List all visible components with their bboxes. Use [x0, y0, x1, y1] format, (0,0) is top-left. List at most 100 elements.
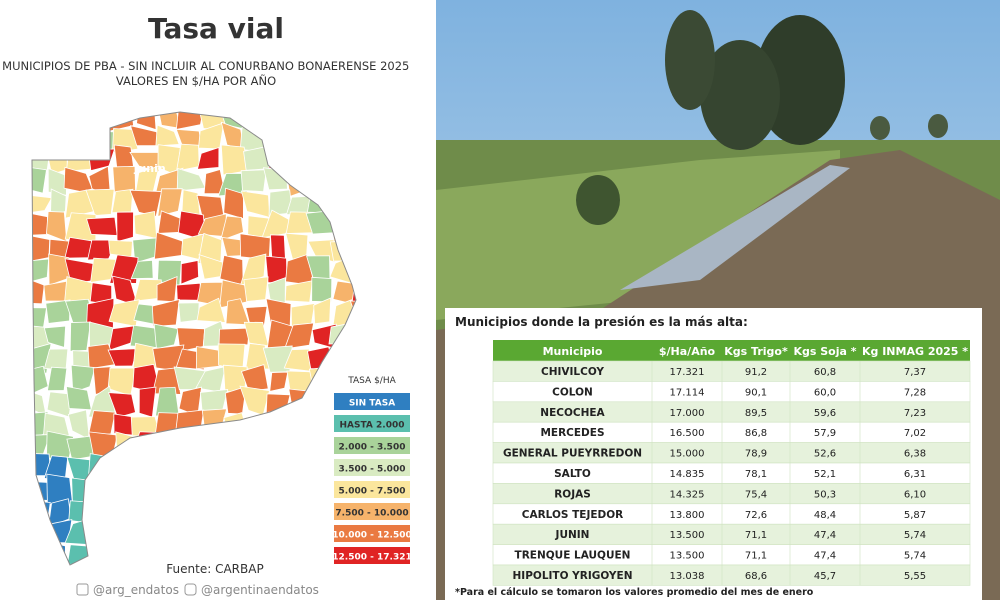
legend-label: 7.500 - 10.000: [335, 509, 408, 519]
table-cell: 45,7: [814, 571, 836, 582]
legend-swatch: [334, 415, 410, 432]
table-cell: 6,10: [904, 489, 926, 500]
table-cell: 7,23: [904, 408, 926, 419]
table-cell: TRENQUE LAUQUEN: [515, 550, 631, 562]
water: [620, 165, 850, 290]
map-title: Tasa vial: [148, 12, 284, 45]
municipality: [151, 298, 180, 327]
municipality: [351, 278, 356, 308]
legend-label: 10.000 - 12.500: [332, 531, 411, 541]
tree: [700, 40, 780, 150]
municipality: [107, 348, 138, 367]
footnote: *Para el cálculo se tomaron los valores …: [455, 587, 814, 598]
table-cell: 17.321: [670, 367, 705, 378]
table-cell: GENERAL PUEYRREDON: [503, 448, 642, 460]
municipality: [107, 392, 136, 419]
legend-label: 3.500 - 5.000: [339, 465, 406, 475]
municipality: [218, 327, 250, 347]
table-cell: 72,6: [745, 510, 767, 521]
municipality: [32, 166, 47, 194]
table-cell: HIPOLITO YRIGOYEN: [513, 570, 633, 582]
table-cell: 15.000: [670, 449, 705, 460]
table-cell: 7,37: [904, 367, 926, 378]
municipality: [155, 124, 180, 147]
map-subtitle: EN MUNICIPIOS DE PBA - SIN INCLUIR AL CO…: [0, 59, 409, 73]
municipality: [220, 215, 244, 242]
table-cell: 59,6: [814, 408, 836, 419]
table-header: Kgs Trigo*: [724, 345, 788, 358]
table-cell: MERCEDES: [540, 427, 604, 439]
municipality: [116, 211, 134, 243]
table-cell: 16.500: [670, 428, 705, 439]
map-subtitle: VALORES EN $/HA POR AÑO: [116, 73, 276, 88]
table-caption: Municipios donde la presión es la más al…: [455, 315, 748, 329]
municipality: [154, 386, 180, 417]
table-cell: 14.325: [670, 489, 705, 500]
table-cell: 14.835: [670, 469, 705, 480]
municipality: [175, 112, 205, 130]
municipality: [109, 254, 139, 284]
municipality: [111, 188, 134, 214]
municipality: [87, 410, 116, 437]
municipality: [153, 323, 179, 350]
municipality: [283, 322, 315, 350]
table-cell: 71,1: [745, 530, 767, 541]
legend: SIN TASA HASTA 2.000 2.000 - 3.500 3.500 - …: [332, 393, 412, 564]
municipality: [313, 297, 332, 325]
municipality: [86, 297, 115, 329]
municipality: [223, 187, 244, 220]
table-cell: 60,0: [814, 387, 836, 398]
legend-swatch: [334, 547, 410, 564]
municipality: [32, 325, 53, 352]
municipality: [180, 260, 200, 285]
table-cell: 71,1: [745, 551, 767, 562]
table-cell: ROJAS: [554, 488, 591, 500]
municipality: [129, 152, 163, 173]
table-header: $/Ha/Año: [659, 345, 716, 358]
municipality: [196, 297, 226, 323]
table-cell: 6,38: [904, 449, 926, 460]
legend-swatch: [334, 525, 410, 542]
legend-label: 12.500 - 17.321: [332, 553, 411, 563]
municipality: [50, 188, 67, 219]
table-cell: 13.500: [670, 530, 705, 541]
bush: [576, 175, 620, 225]
table-cell: 60,8: [814, 367, 836, 378]
municipality: [108, 239, 133, 258]
table-cell: 78,1: [745, 469, 767, 480]
legend-label: HASTA 2.000: [340, 421, 405, 431]
municipality: [47, 167, 67, 196]
credit: @argentinaendatos: [201, 583, 319, 597]
table-cell: 57,9: [814, 428, 836, 439]
table-cell: 7,28: [904, 387, 926, 398]
table-cell: COLON: [552, 386, 593, 398]
municipality: [45, 299, 71, 324]
table-cell: 13.800: [670, 510, 705, 521]
source: Fuente: CARBAP: [166, 562, 263, 576]
credit: @arg_endatos: [93, 583, 179, 597]
table-cell: 5,55: [904, 571, 926, 582]
tree: [665, 10, 715, 110]
legend-title: TASA $/HA: [347, 376, 396, 386]
municipality: [43, 325, 67, 348]
grass: [436, 150, 840, 320]
table-cell: 5,87: [904, 510, 926, 521]
table: Municipio $/Ha/Año Kgs Trigo* Kgs Soja * Kg …: [492, 340, 971, 586]
municipality: [196, 146, 220, 170]
municipality: [64, 236, 92, 259]
municipality: [265, 255, 288, 284]
table-header: Municipio: [543, 345, 603, 358]
municipality: [243, 276, 269, 302]
table-cell: 78,9: [745, 449, 767, 460]
table-cell: 52,1: [814, 469, 836, 480]
table-cell: 5,74: [904, 530, 926, 541]
municipality: [130, 259, 154, 280]
place-label: Junin: [133, 162, 165, 175]
table-cell: JUNIN: [555, 529, 590, 541]
municipality: [198, 122, 225, 150]
table-cell: CARLOS TEJEDOR: [522, 509, 624, 521]
municipality: [86, 216, 118, 236]
municipality: [129, 189, 162, 218]
table-cell: 47,4: [814, 551, 836, 562]
tree: [870, 116, 890, 140]
